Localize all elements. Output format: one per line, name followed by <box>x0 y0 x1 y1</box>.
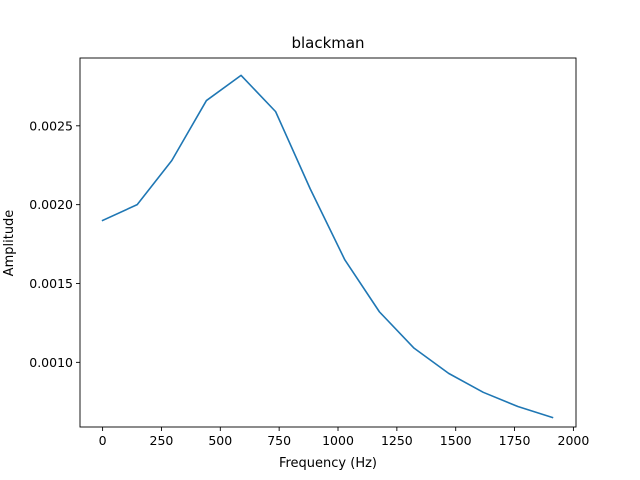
x-tick-label: 1500 <box>440 433 472 448</box>
y-tick-label: 0.0015 <box>29 276 73 291</box>
y-tick-label: 0.0010 <box>29 355 73 370</box>
x-tick-label: 1000 <box>322 433 354 448</box>
x-tick-label: 1750 <box>499 433 531 448</box>
axes-layer: 0 250 500 750 1000 1250 1500 1750 2000 0.0010 0.00… <box>29 57 590 448</box>
x-tick-label: 250 <box>150 433 174 448</box>
x-tick-label: 750 <box>267 433 291 448</box>
plot-layer <box>101 74 554 419</box>
plot-frame <box>79 57 577 428</box>
x-axis-label: Frequency (Hz) <box>279 456 377 471</box>
x-tick-label: 0 <box>99 433 107 448</box>
chart-title: blackman <box>291 34 364 52</box>
x-tick-label: 1250 <box>381 433 413 448</box>
x-tick-label: 500 <box>208 433 232 448</box>
y-axis-label: Amplitude <box>2 210 17 277</box>
x-tick-label: 2000 <box>558 433 590 448</box>
y-tick-label: 0.0025 <box>29 118 73 133</box>
series-line-0 <box>101 74 554 419</box>
y-tick-label: 0.0020 <box>29 197 73 212</box>
